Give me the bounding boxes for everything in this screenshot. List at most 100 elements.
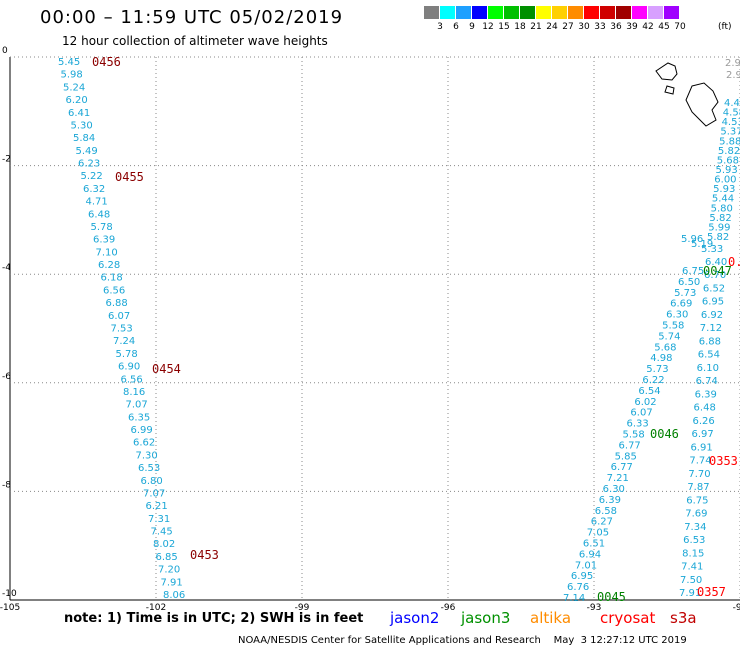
wave-height-value: 5.49: [76, 146, 98, 157]
wave-height-value: 8.15: [682, 548, 704, 559]
wave-height-value: 6.39: [599, 495, 621, 506]
wave-height-value: 4.58: [723, 108, 740, 119]
wave-height-value: 7.21: [607, 473, 629, 484]
color-swatch: [504, 6, 520, 19]
color-swatch: [488, 6, 504, 19]
wave-height-value: 7.05: [587, 528, 609, 539]
wave-height-value: 6.30: [603, 484, 625, 495]
wave-height-value: 6.99: [131, 425, 153, 436]
x-tick-label: -105: [0, 603, 20, 610]
wave-height-value: 7.07: [126, 400, 148, 411]
pass-time-label: 0357: [697, 585, 726, 599]
x-tick-label: -90: [733, 603, 740, 610]
wave-height-value: 6.69: [670, 299, 692, 310]
y-tick-label: -4: [2, 263, 11, 273]
wave-height-value: 5.44: [712, 194, 734, 205]
wave-height-value: 6.51: [583, 539, 605, 550]
footer-credit: NOAA/NESDIS Center for Satellite Applica…: [238, 635, 687, 646]
wave-height-value: 7.10: [96, 247, 118, 258]
wave-height-value: 6.41: [68, 108, 90, 119]
wave-height-value: 7.53: [111, 324, 133, 335]
wave-height-value: 6.26: [693, 416, 715, 427]
page-subtitle: 12 hour collection of altimeter wave hei…: [62, 34, 328, 48]
wave-height-value: 6.54: [698, 350, 720, 361]
wave-height-value: 6.10: [697, 363, 719, 374]
wave-height-value: 6.95: [571, 571, 593, 582]
wave-height-value: 5.68: [717, 155, 739, 166]
color-scale-label: 18: [514, 22, 526, 32]
x-tick-label: -102: [146, 603, 166, 610]
pass-time-label: 0454: [152, 362, 181, 376]
wave-height-value: 6.62: [133, 438, 155, 449]
wave-height-value: 7.14: [563, 593, 585, 604]
color-scale-label: 30: [578, 22, 590, 32]
satellite-jason3: jason3: [461, 609, 511, 627]
wave-height-value: 5.45: [58, 57, 80, 68]
y-tick-label: -8: [2, 480, 11, 490]
wave-height-value: 6.39: [695, 389, 717, 400]
wave-height-value: 6.28: [98, 260, 120, 271]
wave-height-value: 5.37: [720, 127, 740, 138]
color-scale-legend: [424, 6, 680, 19]
wave-height-value: 5.68: [654, 342, 676, 353]
wave-height-value: 6.18: [101, 273, 123, 284]
color-swatch: [568, 6, 584, 19]
wave-height-value: 6.76: [567, 582, 589, 593]
wave-height-value: 6.56: [103, 285, 125, 296]
wave-height-value: 7.41: [681, 562, 703, 573]
color-swatch: [536, 6, 552, 19]
color-swatch: [520, 6, 536, 19]
wave-height-value: 6.23: [78, 159, 100, 170]
wave-height-value: 5.74: [658, 331, 680, 342]
wave-height-value: 7.31: [148, 514, 170, 525]
wave-height-value: 5.30: [71, 120, 93, 131]
wave-height-value: 7.07: [143, 488, 165, 499]
wave-height-value: 6.07: [630, 408, 652, 419]
color-scale-label: 33: [594, 22, 606, 32]
pass-time-label: 0046: [650, 427, 679, 441]
color-swatch: [616, 6, 632, 19]
wave-height-value: 6.35: [128, 412, 150, 423]
wave-height-value: 8.06: [163, 590, 185, 601]
wave-height-value: 6.90: [118, 362, 140, 373]
color-scale-label: 42: [642, 22, 654, 32]
color-swatch: [584, 6, 600, 19]
island-coastline: [685, 82, 719, 127]
color-scale-label: 27: [562, 22, 574, 32]
wave-height-value: 6.30: [666, 310, 688, 321]
y-tick-label: -2: [2, 155, 11, 165]
x-tick-label: -93: [587, 603, 602, 610]
wave-height-value: 6.39: [93, 235, 115, 246]
color-swatch: [648, 6, 664, 19]
wave-height-value: 8.16: [123, 387, 145, 398]
wave-height-value: 5.84: [73, 133, 95, 144]
wave-height-value: 7.74: [689, 456, 711, 467]
wave-height-value: 4.71: [86, 197, 108, 208]
color-swatch: [632, 6, 648, 19]
wave-height-value: 7.50: [680, 575, 702, 586]
wave-height-value: 6.97: [691, 429, 713, 440]
x-tick-label: -99: [295, 603, 310, 610]
wave-height-value: 5.78: [91, 222, 113, 233]
wave-height-value: 7.30: [136, 450, 158, 461]
wave-height-value: 5.78: [116, 349, 138, 360]
color-swatch: [472, 6, 488, 19]
wave-height-value: 5.33: [701, 244, 723, 255]
pass-time-label: 0353: [709, 454, 738, 468]
wave-height-value: 7.12: [700, 323, 722, 334]
wave-height-value: 5.22: [81, 171, 103, 182]
wave-height-value: 5.58: [662, 321, 684, 332]
wave-height-value: 5.93: [716, 165, 738, 176]
island-coastline: [655, 62, 678, 81]
wave-height-value: 5.99: [708, 222, 730, 233]
wave-height-value: 6.40: [705, 257, 727, 268]
wave-height-value: 6.74: [696, 376, 718, 387]
color-scale-label: 45: [658, 22, 670, 32]
wave-height-value: 5.98: [61, 70, 83, 81]
wave-height-value: 5.82: [709, 213, 731, 224]
color-swatch: [456, 6, 472, 19]
wave-height-value: 8.02: [153, 539, 175, 550]
y-tick-label: -6: [2, 372, 11, 382]
wave-height-value: 6.92: [701, 310, 723, 321]
wave-height-value: 2.94: [725, 58, 740, 69]
